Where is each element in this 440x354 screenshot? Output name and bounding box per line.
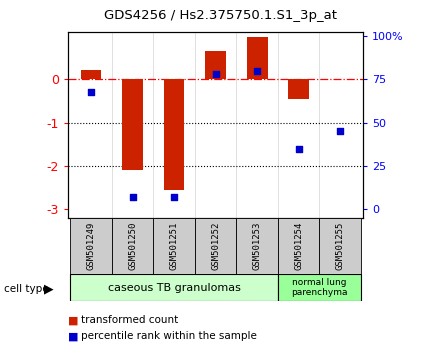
Point — [295, 146, 302, 152]
Text: GSM501250: GSM501250 — [128, 222, 137, 270]
Text: GSM501251: GSM501251 — [169, 222, 179, 270]
Bar — [70, 274, 278, 301]
Text: percentile rank within the sample: percentile rank within the sample — [81, 331, 257, 341]
Point — [171, 194, 178, 200]
Bar — [278, 218, 319, 274]
Text: normal lung
parenchyma: normal lung parenchyma — [291, 278, 348, 297]
Text: ■: ■ — [68, 331, 79, 341]
Point — [337, 129, 344, 134]
Bar — [236, 218, 278, 274]
Text: transformed count: transformed count — [81, 315, 179, 325]
Text: cell type: cell type — [4, 284, 49, 293]
Bar — [205, 51, 226, 79]
Point — [212, 72, 219, 77]
Point — [88, 88, 95, 94]
Text: GDS4256 / Hs2.375750.1.S1_3p_at: GDS4256 / Hs2.375750.1.S1_3p_at — [103, 9, 337, 22]
Text: GSM501252: GSM501252 — [211, 222, 220, 270]
Bar — [112, 218, 153, 274]
Point — [129, 194, 136, 200]
Bar — [164, 79, 184, 190]
Text: ▶: ▶ — [44, 282, 54, 295]
Bar — [122, 79, 143, 170]
Text: GSM501253: GSM501253 — [253, 222, 262, 270]
Bar — [195, 218, 236, 274]
Bar — [153, 218, 195, 274]
Point — [253, 68, 260, 74]
Text: GSM501249: GSM501249 — [87, 222, 95, 270]
Text: GSM501254: GSM501254 — [294, 222, 303, 270]
Bar — [288, 79, 309, 99]
Bar — [81, 70, 101, 79]
Text: ■: ■ — [68, 315, 79, 325]
Bar — [319, 218, 361, 274]
Text: caseous TB granulomas: caseous TB granulomas — [108, 282, 241, 293]
Bar — [247, 38, 268, 79]
Bar — [278, 274, 361, 301]
Bar — [70, 218, 112, 274]
Text: GSM501255: GSM501255 — [336, 222, 345, 270]
